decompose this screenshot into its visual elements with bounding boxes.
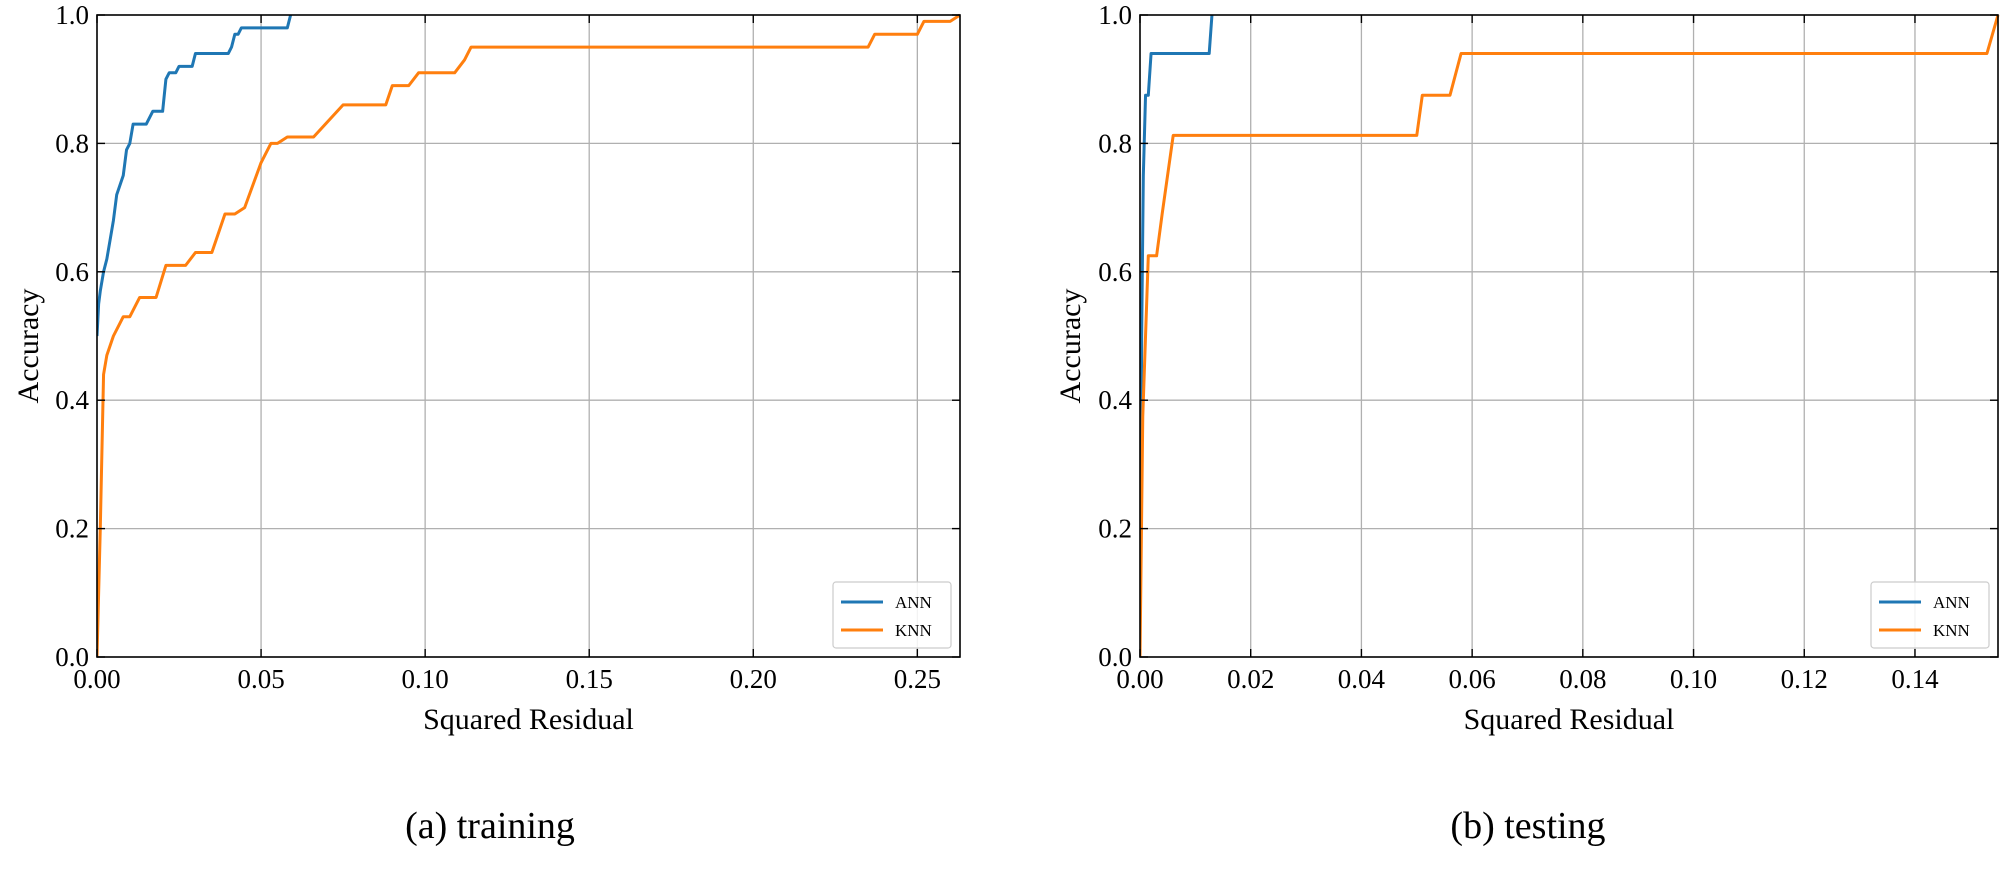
y-axis-label: Accuracy xyxy=(12,289,45,404)
x-tick-label: 0.02 xyxy=(1227,664,1274,694)
y-tick-label: 0.6 xyxy=(55,257,89,287)
y-tick-label: 0.0 xyxy=(55,642,89,672)
x-tick-label: 0.25 xyxy=(894,664,941,694)
x-axis-label: Squared Residual xyxy=(1464,703,1675,736)
y-tick-label: 0.8 xyxy=(1098,128,1132,158)
x-tick-label: 0.04 xyxy=(1338,664,1386,694)
legend-label-knn: KNN xyxy=(895,621,932,640)
legend-label-ann: ANN xyxy=(895,593,932,612)
x-tick-label: 0.10 xyxy=(402,664,449,694)
axes-frame xyxy=(1139,14,1999,658)
chart-panel-training: 0.00 0.05 0.10 0.15 0.20 0.25 0.0 0.2 0.4 0.6 0.8 1… xyxy=(12,0,961,847)
axes-frame xyxy=(96,14,961,658)
y-axis-label: Accuracy xyxy=(1054,289,1087,404)
y-tick-label: 1.0 xyxy=(55,0,89,30)
x-tick-label: 0.20 xyxy=(730,664,777,694)
x-tick-label: 0.08 xyxy=(1559,664,1606,694)
x-tick-label: 0.15 xyxy=(566,664,613,694)
chart-panel-testing: 0.00 0.02 0.04 0.06 0.08 0.10 0.12 0.14 0.0 0.2 0.… xyxy=(1054,0,2000,847)
y-tick-label: 0.0 xyxy=(1098,642,1132,672)
y-tick-label: 1.0 xyxy=(1098,0,1132,30)
y-tick-label: 0.2 xyxy=(1098,514,1132,544)
series-line-knn xyxy=(1140,14,2000,658)
legend-box xyxy=(1870,581,1990,649)
x-tick-label: 0.12 xyxy=(1781,664,1828,694)
series-line-ann xyxy=(1140,14,1214,619)
x-tick-label: 0.00 xyxy=(1116,664,1163,694)
x-tick-label: 0.05 xyxy=(237,664,284,694)
y-tick-label: 0.4 xyxy=(1098,385,1132,415)
x-tick-label: 0.06 xyxy=(1449,664,1496,694)
panel-caption: (a) training xyxy=(405,805,575,847)
legend-label-knn: KNN xyxy=(1933,621,1970,640)
legend: ANN KNN xyxy=(832,581,952,649)
legend-label-ann: ANN xyxy=(1933,593,1970,612)
panel-caption: (b) testing xyxy=(1450,805,1605,847)
x-tick-label: 0.14 xyxy=(1891,664,1939,694)
x-tick-label: 0.10 xyxy=(1670,664,1717,694)
legend-box xyxy=(832,581,952,649)
legend: ANN KNN xyxy=(1870,581,1990,649)
y-tick-label: 0.4 xyxy=(55,385,89,415)
x-axis-label: Squared Residual xyxy=(423,703,634,736)
y-tick-label: 0.2 xyxy=(55,514,89,544)
y-tick-label: 0.8 xyxy=(55,128,89,158)
series-line-ann xyxy=(97,14,293,337)
x-tick-label: 0.00 xyxy=(73,664,120,694)
series-line-knn xyxy=(97,13,961,658)
y-tick-label: 0.6 xyxy=(1098,257,1132,287)
